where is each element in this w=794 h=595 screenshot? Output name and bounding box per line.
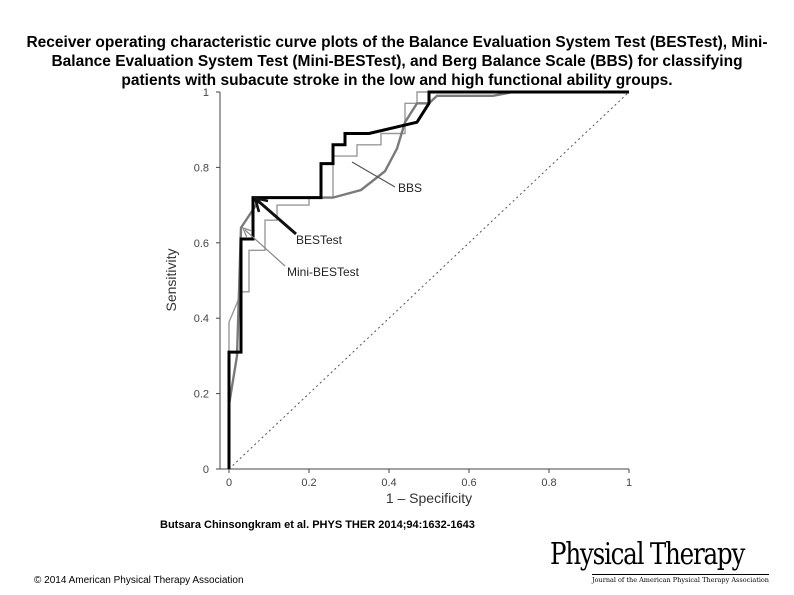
- plot-area: [227, 90, 630, 470]
- reference-diagonal-line: [228, 91, 630, 470]
- chart-annotations: BBS BESTest Mini-BESTest: [241, 161, 422, 279]
- mini-bestest-arrowhead: [241, 227, 253, 239]
- y-tick-label: 0.2: [194, 389, 209, 401]
- journal-logo: Physical Therapy Journal of the American…: [550, 538, 782, 584]
- x-tick-label: 0.8: [541, 477, 556, 489]
- y-tick-label: 1: [203, 87, 209, 99]
- bestest-arrow-line: [256, 198, 297, 236]
- x-tick-label: 1: [626, 477, 632, 489]
- series-line-bbs: [227, 90, 629, 469]
- x-tick-label: 0: [226, 477, 232, 489]
- chart-axes: 0 0.2 0.4 0.6 0.8 1 0 0.2 0.4 0.6 0.8 1: [194, 87, 632, 489]
- x-tick-label: 0.6: [461, 477, 476, 489]
- x-tick-label: 0.2: [301, 477, 316, 489]
- y-tick-label: 0: [203, 464, 209, 476]
- annotation-label-bbs: BBS: [398, 181, 422, 195]
- annotation-label-bestest: BESTest: [296, 233, 343, 247]
- y-tick-label: 0.6: [194, 238, 209, 250]
- y-tick-label: 0.8: [194, 162, 209, 174]
- logo-sub-text: Journal of the American Physical Therapy…: [592, 574, 769, 584]
- figure-title: Receiver operating characteristic curve …: [26, 34, 768, 89]
- annotation-label-mini-bestest: Mini-BESTest: [287, 265, 360, 279]
- citation: Butsara Chinsongkram et al. PHYS THER 20…: [160, 519, 475, 531]
- series-line-bestest: [227, 90, 629, 469]
- mini-bestest-leader-line: [244, 229, 286, 267]
- logo-main-text: Physical Therapy: [550, 537, 745, 572]
- bestest-arrowhead: [253, 196, 269, 213]
- y-axis-label: Sensitivity: [163, 248, 179, 311]
- x-axis-label: 1 – Specificity: [386, 490, 472, 506]
- copyright: © 2014 American Physical Therapy Associa…: [34, 575, 244, 586]
- y-tick-label: 0.4: [194, 313, 209, 325]
- x-tick-label: 0.4: [381, 477, 396, 489]
- bbs-leader-line: [351, 161, 396, 188]
